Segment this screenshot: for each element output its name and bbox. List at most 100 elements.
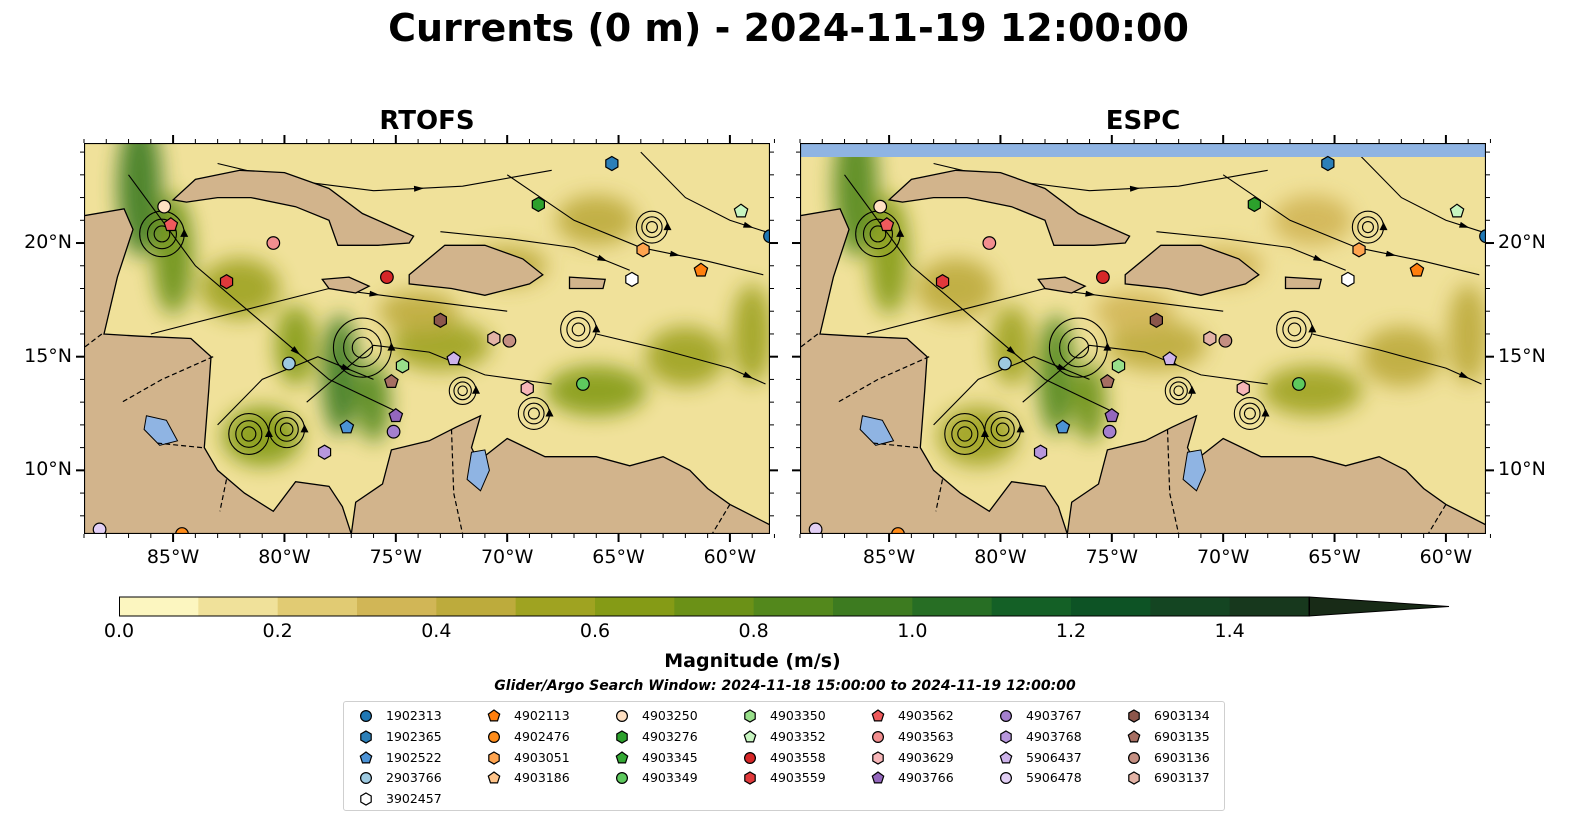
map-canvas	[83, 142, 771, 535]
lon-tick-label: 60°W	[1419, 546, 1473, 568]
colorbar-bin	[991, 597, 1072, 616]
lon-tick-label: 70°W	[480, 546, 534, 568]
float-marker-4903768	[317, 444, 332, 460]
panel-title-rtofs: RTOFS	[379, 106, 475, 136]
colorbar-bin	[912, 597, 993, 616]
legend-marker-icon	[871, 730, 885, 743]
float-marker-6903134	[433, 312, 447, 328]
colorbar-tick-label: 1.2	[1055, 620, 1087, 642]
colorbar-tick-label: 0.8	[738, 620, 769, 642]
panel-title-espc: ESPC	[1105, 106, 1181, 136]
legend-label: 4903559	[770, 770, 826, 786]
float-marker-6903135	[1099, 373, 1115, 388]
float-marker-4903767	[1102, 424, 1117, 439]
float-marker-2903766	[998, 356, 1012, 371]
float-marker-6903135	[383, 373, 399, 388]
land-polygon	[887, 169, 1131, 246]
lon-tick-label: 65°W	[592, 546, 645, 568]
colorbar-bin	[198, 597, 279, 616]
float-marker-4903350	[1111, 358, 1126, 374]
colorbar-tick-label: 1.4	[1214, 620, 1245, 642]
legend-label: 6903135	[1154, 728, 1210, 744]
legend-marker-icon	[1127, 751, 1141, 764]
colorbar-bin	[753, 597, 834, 616]
land-polygon	[171, 169, 415, 246]
legend-marker-icon	[1000, 730, 1012, 744]
colorbar-bin	[277, 597, 358, 616]
colorbar	[119, 596, 1459, 621]
legend-marker-icon	[1128, 709, 1140, 723]
legend-marker-icon	[743, 751, 757, 764]
float-marker-4903629	[520, 380, 534, 397]
lon-tick-label: 70°W	[1196, 546, 1250, 568]
legend-label: 1902522	[386, 749, 442, 765]
lon-tick-label: 60°W	[703, 546, 757, 568]
legend-marker-icon	[615, 709, 629, 723]
colorbar-bin	[595, 597, 675, 616]
legend-label: 1902365	[386, 728, 442, 744]
map-panel-espc	[792, 135, 1494, 542]
legend-label: 4903768	[1026, 728, 1082, 744]
lon-tick-label: 80°W	[258, 546, 311, 568]
colorbar-extend-arrow	[1308, 596, 1450, 617]
float-marker-1902365	[605, 155, 619, 172]
float-marker-6903134	[1149, 312, 1163, 328]
legend-label: 4903629	[898, 749, 954, 765]
float-marker-3902457	[625, 271, 639, 288]
legend-marker-icon	[360, 730, 372, 744]
float-marker-4903352	[733, 203, 749, 218]
land-polygon	[1124, 244, 1260, 296]
float-marker-5906437	[446, 351, 462, 366]
float-marker-6903137	[1203, 330, 1217, 347]
lon-tick-label: 65°W	[1308, 546, 1361, 568]
colorbar-tick-label: 0.6	[579, 620, 611, 642]
lon-tick-label: 80°W	[974, 546, 1027, 568]
colorbar-bin	[674, 597, 755, 616]
legend-label: 4903350	[770, 708, 826, 723]
legend-marker-icon	[487, 771, 501, 784]
colorbar-title: Magnitude (m/s)	[664, 650, 841, 672]
map-panel-rtofs	[76, 135, 778, 542]
lat-tick-label: 15°N	[1498, 344, 1546, 367]
legend-label: 6903137	[1154, 770, 1210, 786]
legend-marker-icon	[871, 771, 885, 784]
legend-marker-icon	[744, 771, 756, 786]
colorbar-tick-label: 0.0	[103, 620, 135, 642]
lon-tick-label: 75°W	[369, 546, 423, 568]
float-marker-4902113	[1409, 262, 1425, 277]
float-marker-4903276	[531, 196, 545, 213]
float-marker-5906437	[1162, 351, 1178, 366]
legend-marker-icon	[359, 709, 373, 723]
lat-tick-label: 20°N	[1498, 231, 1546, 254]
float-marker-4903562	[879, 217, 895, 232]
lon-tick-label: 75°W	[1085, 546, 1139, 568]
legend-marker-icon	[488, 750, 500, 765]
land-polygon	[568, 276, 607, 290]
land-polygon	[321, 276, 371, 294]
float-marker-4903250	[873, 199, 888, 214]
legend-label: 4903250	[642, 708, 698, 723]
map-canvas	[799, 142, 1487, 535]
float-marker-4903558	[1096, 270, 1110, 285]
legend-label: 4903562	[898, 708, 954, 723]
legend-label: 4903558	[770, 749, 826, 765]
float-marker-4903559	[935, 274, 950, 290]
colorbar-tick-label: 1.0	[897, 620, 928, 642]
colorbar-tick-label: 0.2	[262, 620, 293, 642]
colorbar-bin	[1229, 597, 1310, 616]
float-marker-5906478	[92, 522, 107, 534]
legend-label: 4903352	[770, 728, 826, 744]
lat-tick-label: 20°N	[24, 231, 72, 254]
legend-label: 2903766	[386, 770, 442, 786]
land-polygon	[408, 244, 544, 296]
float-marker-5906478	[808, 522, 823, 534]
float-marker-4903559	[219, 274, 234, 290]
legend-marker-icon	[487, 730, 501, 743]
float-marker-4903051	[1352, 242, 1366, 258]
figure-title: Currents (0 m) - 2024-11-19 12:00:00	[388, 6, 1189, 50]
float-marker-4903766	[1104, 408, 1120, 423]
legend-marker-icon	[615, 772, 629, 785]
float-marker-4903350	[395, 358, 410, 374]
legend-marker-icon	[743, 730, 757, 743]
legend-marker-icon	[359, 772, 373, 785]
